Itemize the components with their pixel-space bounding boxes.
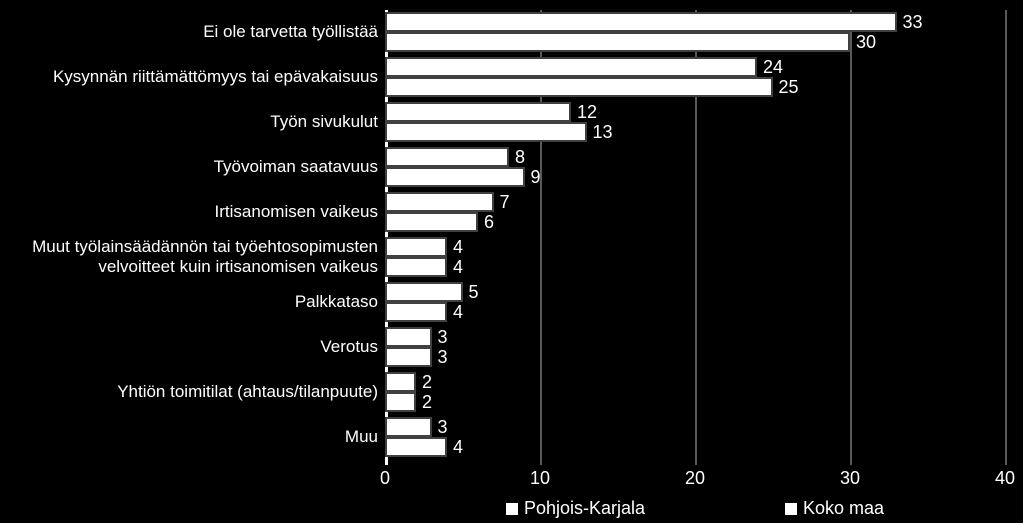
bar-value-label: 2 xyxy=(422,372,432,392)
bar-series-1 xyxy=(385,282,463,302)
bar-series-2 xyxy=(385,302,447,322)
x-tick-label: 0 xyxy=(380,468,390,489)
bar-series-1 xyxy=(385,102,571,122)
legend-item-series-2: Koko maa xyxy=(785,498,884,519)
bar-series-2 xyxy=(385,347,432,367)
bar-series-1 xyxy=(385,372,416,392)
category-label: Irtisanomisen vaikeus xyxy=(215,202,378,222)
chart-container: 33302425121389764454332234 Pohjois-Karja… xyxy=(0,0,1023,523)
legend-label-series-1: Pohjois-Karjala xyxy=(524,498,645,519)
bar-value-label: 4 xyxy=(453,437,463,457)
bar-series-2 xyxy=(385,122,587,142)
bar-value-label: 24 xyxy=(763,57,783,77)
legend-label-series-2: Koko maa xyxy=(803,498,884,519)
x-tick-label: 30 xyxy=(840,468,860,489)
plot-area: 33302425121389764454332234 xyxy=(385,10,1005,465)
category-label: Muu xyxy=(345,427,378,447)
bar-value-label: 5 xyxy=(469,282,479,302)
category-label: Ei ole tarvetta työllistää xyxy=(203,22,378,42)
bar-series-2 xyxy=(385,167,525,187)
category-label: Verotus xyxy=(320,337,378,357)
bar-value-label: 25 xyxy=(779,77,799,97)
bar-series-1 xyxy=(385,417,432,437)
bar-value-label: 30 xyxy=(856,32,876,52)
x-gridline xyxy=(850,10,852,465)
category-label: Palkkataso xyxy=(295,292,378,312)
category-label: Yhtiön toimitilat (ahtaus/tilanpuute) xyxy=(117,382,378,402)
bar-series-2 xyxy=(385,77,773,97)
bar-value-label: 4 xyxy=(453,237,463,257)
bar-series-1 xyxy=(385,12,897,32)
bar-value-label: 9 xyxy=(531,167,541,187)
bar-value-label: 33 xyxy=(903,12,923,32)
bar-value-label: 4 xyxy=(453,302,463,322)
bar-value-label: 3 xyxy=(438,347,448,367)
category-label: Muut työlainsäädännön tai työehtosopimus… xyxy=(32,237,378,277)
bar-value-label: 3 xyxy=(438,417,448,437)
bar-series-1 xyxy=(385,147,509,167)
bar-value-label: 8 xyxy=(515,147,525,167)
bar-value-label: 2 xyxy=(422,392,432,412)
bar-series-2 xyxy=(385,392,416,412)
bar-value-label: 7 xyxy=(500,192,510,212)
x-tick-label: 20 xyxy=(685,468,705,489)
legend-swatch-series-1 xyxy=(506,503,518,515)
bar-series-2 xyxy=(385,212,478,232)
bar-series-1 xyxy=(385,237,447,257)
bar-series-2 xyxy=(385,437,447,457)
category-label: Työvoiman saatavuus xyxy=(214,157,378,177)
x-gridline xyxy=(1005,10,1007,465)
legend: Pohjois-Karjala Koko maa xyxy=(385,498,1005,519)
bar-series-1 xyxy=(385,327,432,347)
bar-value-label: 3 xyxy=(438,327,448,347)
bar-value-label: 13 xyxy=(593,122,613,142)
category-label: Kysynnän riittämättömyys tai epävakaisuu… xyxy=(53,67,378,87)
bar-value-label: 12 xyxy=(577,102,597,122)
bar-value-label: 6 xyxy=(484,212,494,232)
bar-value-label: 4 xyxy=(453,257,463,277)
bar-series-1 xyxy=(385,192,494,212)
bar-series-2 xyxy=(385,257,447,277)
legend-item-series-1: Pohjois-Karjala xyxy=(506,498,645,519)
category-label: Työn sivukulut xyxy=(270,112,378,132)
x-tick-label: 10 xyxy=(530,468,550,489)
bar-series-2 xyxy=(385,32,850,52)
legend-swatch-series-2 xyxy=(785,503,797,515)
x-tick-label: 40 xyxy=(995,468,1015,489)
bar-series-1 xyxy=(385,57,757,77)
